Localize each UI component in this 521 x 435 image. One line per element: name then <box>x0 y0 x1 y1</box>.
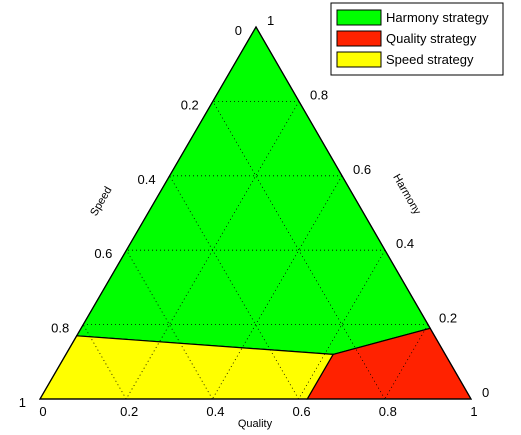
tick-label-speed: 0.2 <box>181 97 199 112</box>
tick-label-quality: 0.8 <box>379 404 397 419</box>
tick-label-harmony: 0 <box>482 385 489 400</box>
grid-line-quality <box>298 249 386 400</box>
tick-label-quality: 0.4 <box>206 404 224 419</box>
legend-swatch <box>336 9 382 26</box>
tick-label-quality: 0.2 <box>120 404 138 419</box>
tick-label-quality: 0 <box>39 404 46 419</box>
tick-label-harmony: 0.6 <box>353 162 371 177</box>
tick-label-harmony: 0.8 <box>310 87 328 102</box>
tick-label-quality: 1 <box>470 404 477 419</box>
tick-label-harmony: 0.2 <box>439 311 457 326</box>
legend-item-quality-strategy: Quality strategy <box>336 30 477 47</box>
legend-item-harmony-strategy: Harmony strategy <box>336 9 489 26</box>
tick-label-speed: 0.6 <box>94 246 112 261</box>
legend-label: Quality strategy <box>386 31 477 46</box>
grid-line-speed <box>126 249 213 400</box>
grid-line-speed <box>169 175 299 400</box>
axis-label-speed: Speed <box>88 185 114 219</box>
tick-label-harmony: 1 <box>267 13 274 28</box>
legend-item-speed-strategy: Speed strategy <box>336 51 474 68</box>
axis-label-quality: Quality <box>238 418 273 430</box>
triangle-frame <box>38 25 473 400</box>
legend-label: Harmony strategy <box>386 10 489 25</box>
tick-label-quality: 0.6 <box>293 404 311 419</box>
tick-label-harmony: 0.4 <box>396 236 414 251</box>
legend: Harmony strategy Quality strategy Speed st… <box>330 2 504 76</box>
tick-label-speed: 1 <box>19 395 26 410</box>
tick-label-speed: 0.8 <box>51 321 69 336</box>
legend-swatch <box>336 30 382 47</box>
strategy-regions <box>38 25 473 400</box>
legend-label: Speed strategy <box>386 52 474 67</box>
legend-swatch <box>336 51 382 68</box>
ternary-grid <box>82 101 429 400</box>
axis-label-harmony: Harmony <box>390 172 423 217</box>
region-harmony-strategy <box>75 25 432 356</box>
tick-labels: 0 0.2 0.4 0.6 0.8 100.20.40.60.8100.20.40.60.… <box>19 13 489 419</box>
tick-label-speed: 0.4 <box>138 172 156 187</box>
tick-label-speed: 0 <box>235 23 242 38</box>
